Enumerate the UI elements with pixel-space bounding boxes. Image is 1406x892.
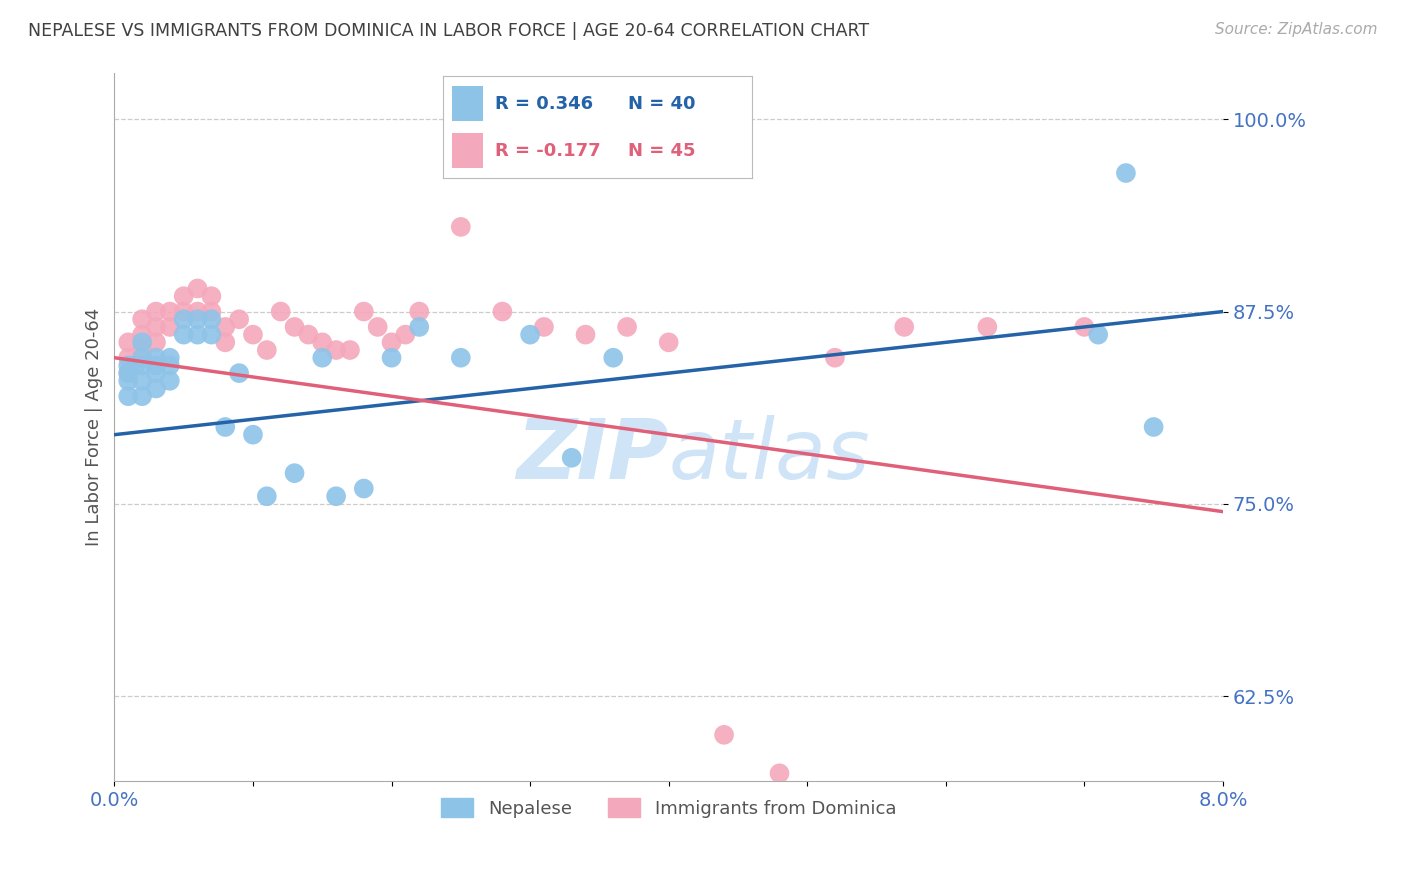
Y-axis label: In Labor Force | Age 20-64: In Labor Force | Age 20-64 [86, 308, 103, 546]
Point [131, 312, 153, 326]
Point [297, 327, 319, 342]
Point [339, 343, 361, 357]
Point [1115, 166, 1137, 180]
Point [124, 359, 146, 373]
Point [159, 320, 181, 334]
Point [117, 389, 139, 403]
Point [533, 320, 555, 334]
Point [145, 382, 167, 396]
Point [117, 351, 139, 365]
Point [824, 351, 846, 365]
Point [145, 366, 167, 380]
Point [117, 366, 139, 380]
Point [131, 327, 153, 342]
Text: N = 40: N = 40 [628, 95, 696, 112]
Point [228, 366, 250, 380]
Point [117, 374, 139, 388]
Point [214, 335, 236, 350]
Text: atlas: atlas [669, 415, 870, 496]
Point [976, 320, 998, 334]
Point [311, 335, 333, 350]
Point [353, 304, 375, 318]
Text: R = -0.177: R = -0.177 [495, 142, 602, 160]
Point [256, 343, 278, 357]
Point [187, 327, 209, 342]
Point [574, 327, 596, 342]
Point [380, 351, 402, 365]
Point [283, 320, 305, 334]
Point [159, 351, 181, 365]
Point [159, 374, 181, 388]
Point [187, 281, 209, 295]
Point [713, 728, 735, 742]
Point [131, 335, 153, 350]
Point [658, 335, 681, 350]
Point [616, 320, 638, 334]
Text: R = 0.346: R = 0.346 [495, 95, 593, 112]
Point [214, 420, 236, 434]
Point [117, 335, 139, 350]
Point [1143, 420, 1166, 434]
Point [228, 312, 250, 326]
Point [1073, 320, 1095, 334]
Point [893, 320, 915, 334]
Point [173, 312, 195, 326]
Point [311, 351, 333, 365]
Point [450, 219, 472, 234]
Point [325, 343, 347, 357]
Point [173, 304, 195, 318]
Point [408, 320, 430, 334]
Point [242, 327, 264, 342]
Point [270, 304, 292, 318]
Point [117, 359, 139, 373]
Legend: Nepalese, Immigrants from Dominica: Nepalese, Immigrants from Dominica [433, 791, 904, 825]
Point [602, 351, 624, 365]
FancyBboxPatch shape [453, 133, 484, 168]
Point [242, 427, 264, 442]
Text: Source: ZipAtlas.com: Source: ZipAtlas.com [1215, 22, 1378, 37]
Text: NEPALESE VS IMMIGRANTS FROM DOMINICA IN LABOR FORCE | AGE 20-64 CORRELATION CHAR: NEPALESE VS IMMIGRANTS FROM DOMINICA IN … [28, 22, 869, 40]
Point [173, 289, 195, 303]
Point [214, 320, 236, 334]
Point [491, 304, 513, 318]
Point [145, 320, 167, 334]
Point [117, 366, 139, 380]
Text: ZIP: ZIP [516, 415, 669, 496]
Point [131, 359, 153, 373]
Point [283, 466, 305, 480]
Point [200, 289, 222, 303]
Point [145, 351, 167, 365]
Point [159, 304, 181, 318]
Point [353, 482, 375, 496]
Point [131, 351, 153, 365]
Point [450, 351, 472, 365]
Point [394, 327, 416, 342]
Point [200, 327, 222, 342]
FancyBboxPatch shape [453, 87, 484, 121]
Point [131, 343, 153, 357]
Point [145, 359, 167, 373]
Point [200, 312, 222, 326]
Point [768, 766, 790, 780]
Point [380, 335, 402, 350]
Point [519, 327, 541, 342]
Point [131, 389, 153, 403]
Point [200, 304, 222, 318]
Point [325, 489, 347, 503]
Point [187, 312, 209, 326]
Text: N = 45: N = 45 [628, 142, 696, 160]
Point [145, 335, 167, 350]
Point [131, 374, 153, 388]
Point [367, 320, 389, 334]
Point [187, 304, 209, 318]
Point [256, 489, 278, 503]
Point [561, 450, 583, 465]
Point [1087, 327, 1109, 342]
Point [145, 304, 167, 318]
Point [408, 304, 430, 318]
Point [159, 359, 181, 373]
Point [173, 327, 195, 342]
